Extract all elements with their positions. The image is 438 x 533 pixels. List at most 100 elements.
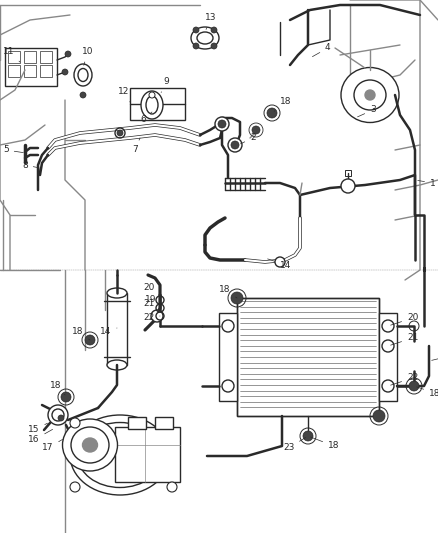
Circle shape [61,392,71,402]
Ellipse shape [71,427,109,463]
Text: 4: 4 [312,44,331,56]
Circle shape [252,126,260,134]
Text: 12: 12 [118,87,130,102]
Bar [24,51,36,63]
Circle shape [211,43,217,49]
Circle shape [193,43,199,49]
Text: 20: 20 [391,313,418,325]
Text: 18: 18 [274,98,292,111]
Bar [237,298,379,416]
Bar [40,65,52,77]
Text: 22: 22 [391,374,418,385]
Bar [155,417,173,429]
Circle shape [149,92,155,98]
Ellipse shape [354,80,386,110]
Circle shape [373,410,385,422]
Bar [8,51,20,63]
Circle shape [70,418,80,428]
Circle shape [218,120,226,128]
Text: 11: 11 [3,47,20,62]
Text: 6: 6 [140,112,152,125]
Text: 3: 3 [357,106,376,117]
Text: 21: 21 [143,298,160,308]
Circle shape [231,292,243,304]
Circle shape [222,320,234,332]
Circle shape [80,92,86,98]
Text: 2: 2 [240,133,256,144]
Bar [5,48,57,86]
Circle shape [222,380,234,392]
Ellipse shape [74,64,92,86]
Text: 18: 18 [311,437,339,450]
Bar [237,298,379,416]
Ellipse shape [146,96,158,114]
Circle shape [382,340,394,352]
Ellipse shape [197,32,213,44]
Bar [130,88,185,120]
Text: 18: 18 [72,327,90,340]
Text: 22: 22 [143,313,160,322]
Ellipse shape [82,438,98,452]
Ellipse shape [365,90,375,100]
Text: 23: 23 [283,438,306,453]
Ellipse shape [141,91,163,119]
Ellipse shape [107,360,127,370]
Circle shape [303,431,313,441]
Text: 19: 19 [432,351,438,360]
Text: 18: 18 [417,387,438,398]
Ellipse shape [63,419,117,471]
Circle shape [58,415,64,421]
Circle shape [409,381,419,391]
Circle shape [48,405,68,425]
Bar [345,170,351,176]
Circle shape [193,27,199,33]
Circle shape [85,335,95,345]
Ellipse shape [78,423,162,488]
Bar [128,417,146,429]
Circle shape [382,320,394,332]
Text: 20: 20 [143,284,160,295]
Text: 13: 13 [205,13,216,29]
Circle shape [167,482,177,492]
Circle shape [52,409,64,421]
Bar [379,313,397,401]
Ellipse shape [191,27,219,49]
Text: 14: 14 [100,327,117,336]
Text: 7: 7 [132,138,140,155]
Circle shape [231,141,239,149]
Text: 1: 1 [418,179,436,188]
Bar [8,65,20,77]
Text: 15: 15 [28,423,47,434]
Ellipse shape [107,288,127,298]
Ellipse shape [78,69,88,82]
Ellipse shape [341,68,399,123]
Circle shape [267,108,277,118]
Circle shape [65,51,71,57]
Text: 14: 14 [268,259,291,270]
Circle shape [275,257,285,267]
Text: 9: 9 [161,77,169,92]
Text: 16: 16 [28,430,53,445]
Text: 18: 18 [219,286,237,298]
Circle shape [341,179,355,193]
Circle shape [211,27,217,33]
Bar [40,51,52,63]
Circle shape [215,117,229,131]
Text: 17: 17 [42,439,63,453]
Text: 10: 10 [82,47,93,66]
Bar [115,427,180,482]
Text: 8: 8 [22,160,37,169]
Text: 19: 19 [145,295,160,308]
Bar [219,313,237,401]
Ellipse shape [70,415,170,495]
Circle shape [117,130,123,136]
Bar [24,65,36,77]
Text: 18: 18 [50,381,65,395]
Circle shape [62,69,68,75]
Circle shape [151,310,163,322]
Text: 21: 21 [391,334,418,345]
Circle shape [228,138,242,152]
Bar [107,293,127,365]
Text: 5: 5 [3,146,23,155]
Circle shape [382,380,394,392]
